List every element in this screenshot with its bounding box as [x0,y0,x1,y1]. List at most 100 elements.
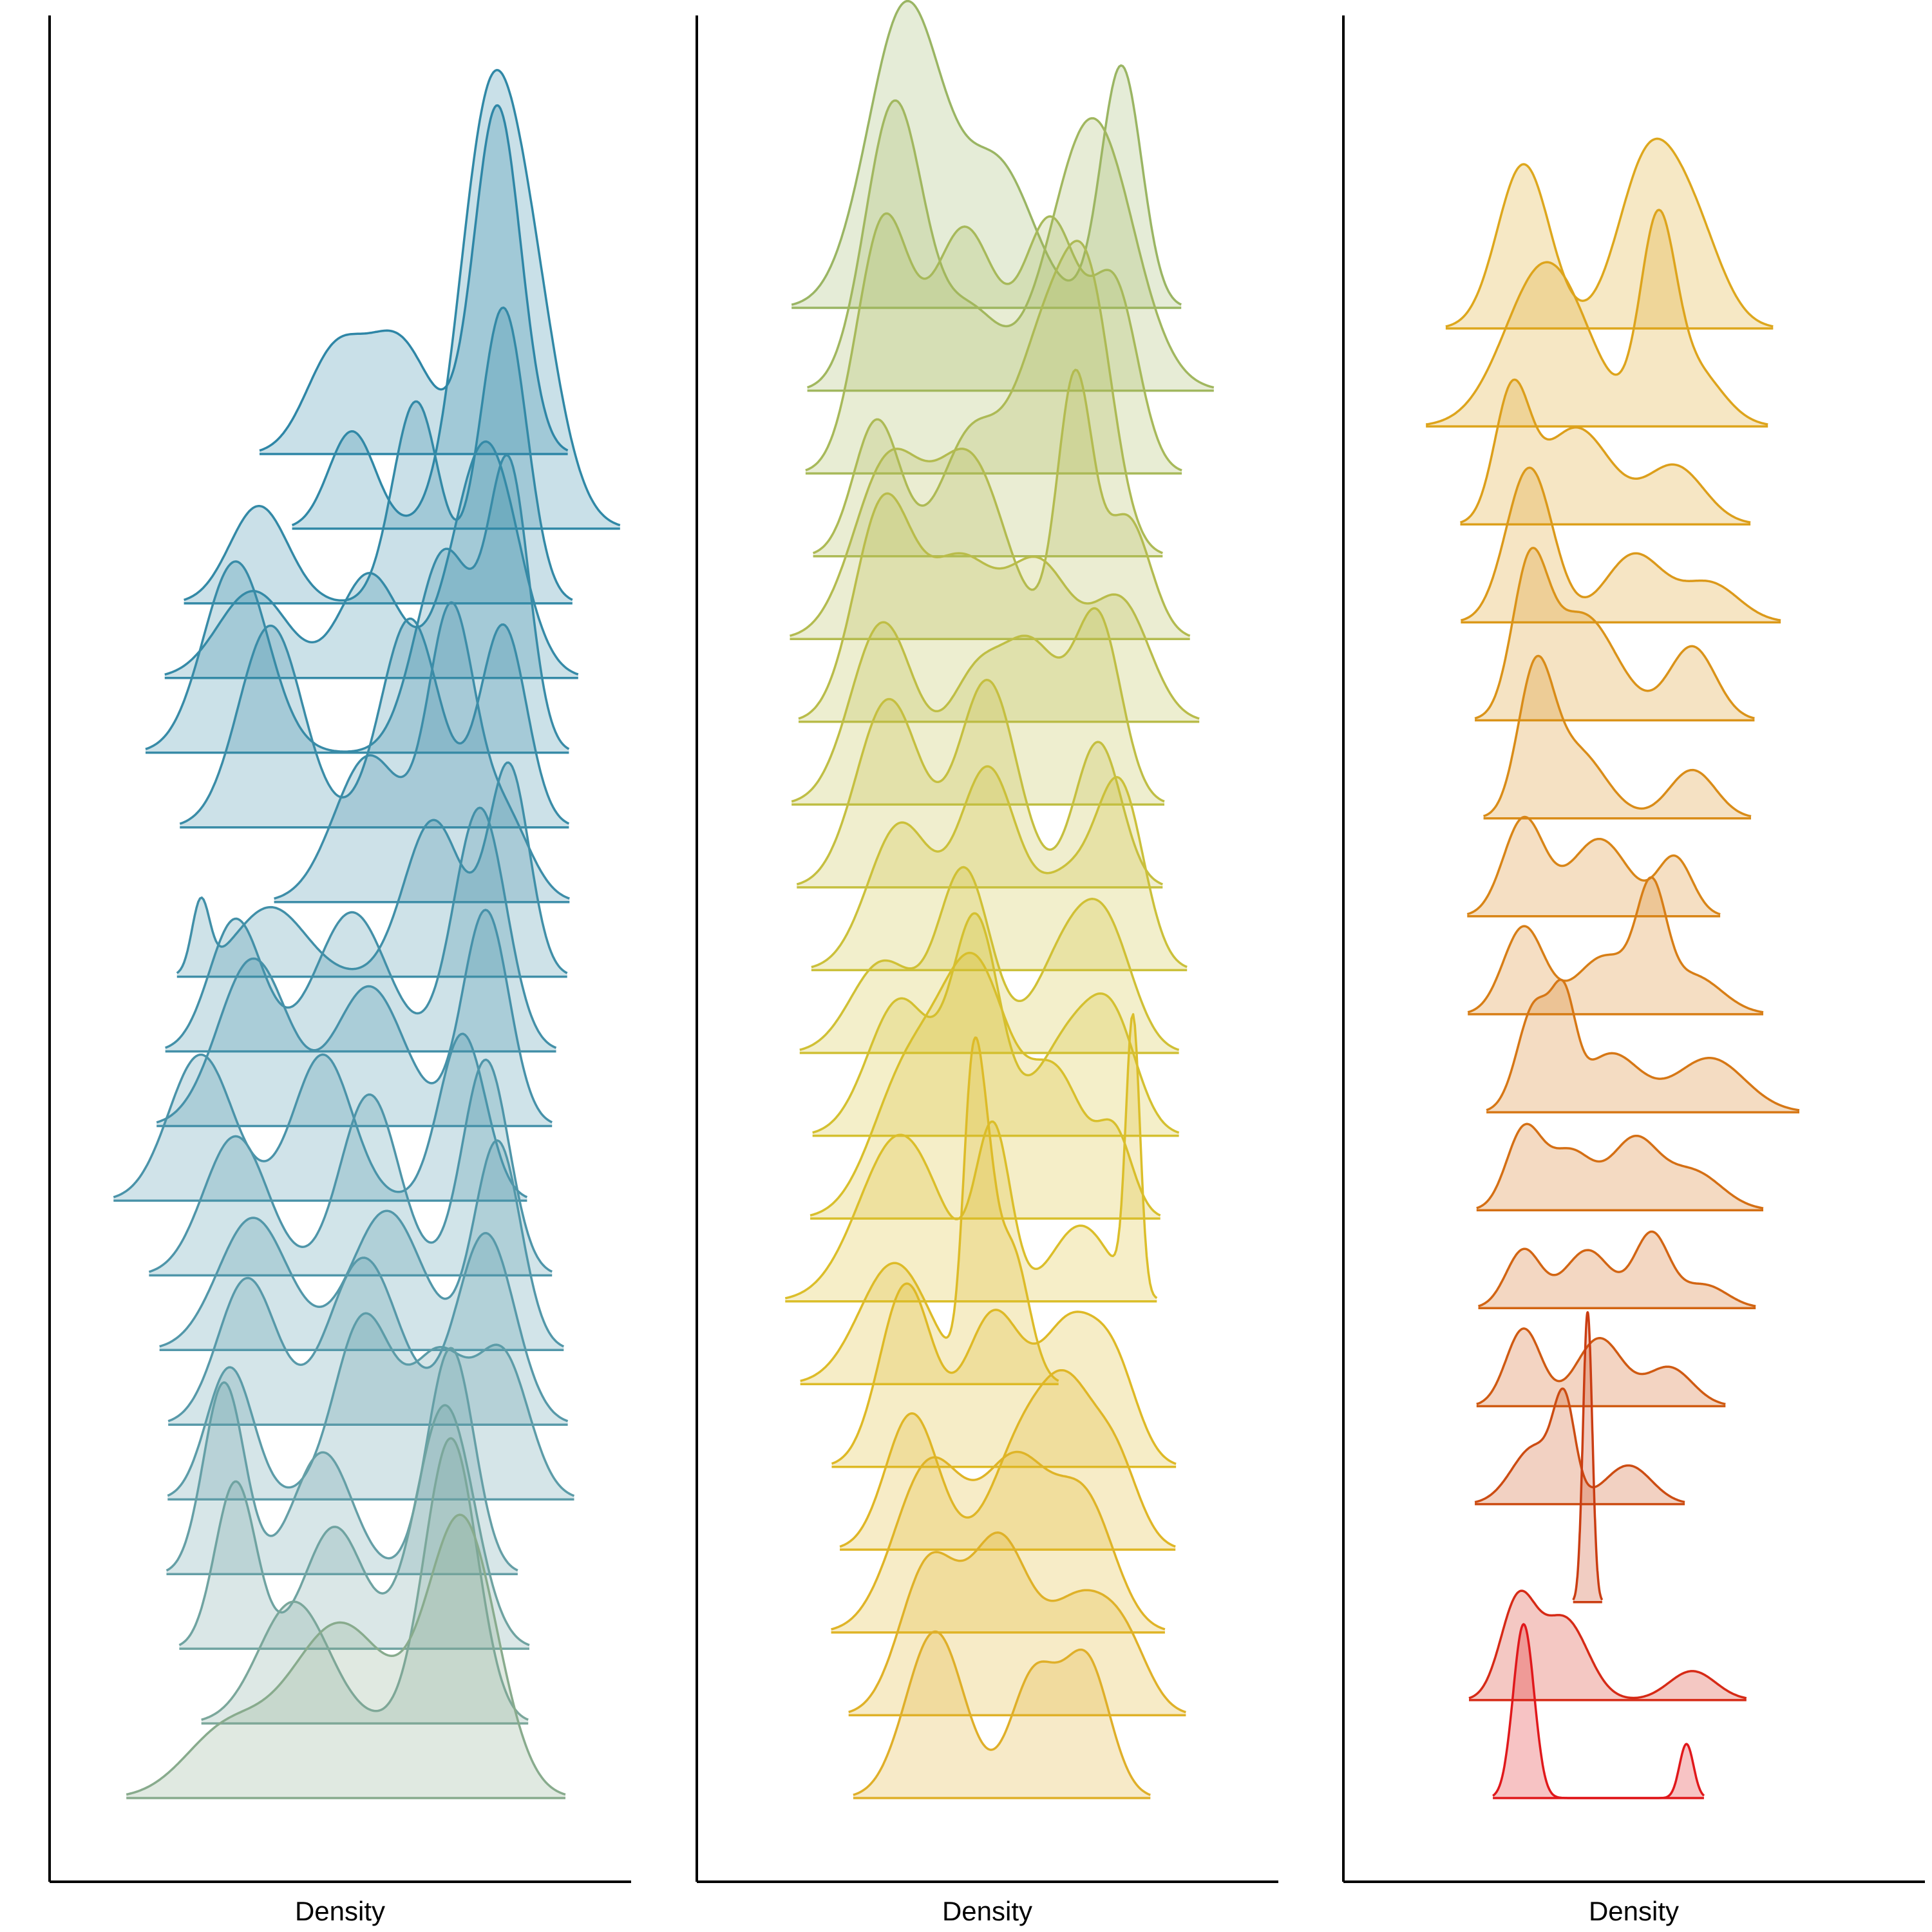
ridge-1-2-line [291,69,621,527]
ridge-1-9-line [165,806,557,1049]
ridge-2-11-area [812,913,1179,1136]
ridge-1-19-line [126,1513,566,1796]
panel-2-x-label: Density [942,1896,1032,1926]
ridge-2-2-area [807,100,1214,391]
ridge-3-4-line [1460,466,1781,622]
ridge-1-5-line [145,453,570,753]
ridge-2-5-line [790,368,1191,637]
ridge-3-7-area [1467,817,1721,916]
panel-1-x-label: Density [295,1896,385,1926]
ridge-1-7-line [274,601,570,900]
ridge-2-4-area [813,241,1163,556]
ridge-3-5-line [1474,547,1755,720]
ridge-2-6-line [798,492,1200,720]
ridge-3-8-area [1468,877,1763,1014]
ridge-3-13-line [1474,1387,1685,1504]
ridge-1-15-line [167,1312,575,1497]
ridge-1-17-area [179,1405,529,1649]
ridge-2-19-area [853,1631,1151,1798]
ridge-1-9-area [165,808,556,1052]
ridge-2-18-area [848,1532,1186,1716]
ridge-2-10-line [799,866,1180,1051]
ridge-3-6-line [1482,654,1752,818]
ridge-3-6-area [1483,656,1751,819]
panel-1: Density [48,15,631,1926]
ridge-2-1-line [791,0,1182,306]
ridge-1-18-area [201,1438,529,1724]
ridge-2-2-line [807,99,1215,389]
ridge-1-13-line [159,1139,565,1348]
panel-1-ridges [113,69,621,1799]
ridge-2-16-area [840,1370,1176,1550]
ridge-1-7-area [274,602,570,902]
ridge-2-17-area [831,1452,1165,1633]
ridge-3-16-area [1493,1624,1704,1798]
ridge-1-3-line [184,306,573,602]
ridge-2-9-line [811,765,1188,969]
ridge-3-2-area [1426,209,1768,427]
ridge-2-13-line [784,1013,1158,1300]
ridge-2-17-line [831,1450,1166,1631]
ridge-1-4-line [164,440,579,676]
ridge-2-14-area [800,1037,1059,1385]
ridge-3-15-area [1469,1591,1747,1700]
ridge-2-7-line [791,607,1165,803]
ridge-3-8-line [1467,876,1764,1014]
ridge-1-8-line [176,761,568,974]
panel-2: Density [696,0,1278,1926]
ridge-1-12-line [148,1058,553,1273]
ridge-3-13-area [1475,1388,1685,1504]
ridge-2-11-line [812,912,1180,1134]
ridge-1-14-line [167,1231,569,1423]
ridge-3-14-line [1572,1311,1604,1601]
panel-2-ridges [784,0,1215,1799]
ridge-1-1-area [260,105,568,455]
ridge-2-8-line [796,679,1163,886]
ridge-2-15-line [831,1282,1177,1465]
ridge-1-18-line [201,1437,529,1721]
ridge-3-12-line [1476,1327,1726,1406]
ridge-1-4-area [164,441,578,678]
ridge-2-5-area [790,370,1190,639]
ridge-2-16-line [839,1368,1176,1548]
ridge-2-7-area [791,608,1164,805]
ridge-3-11-line [1477,1230,1756,1308]
ridge-3-2-line [1425,209,1768,426]
ridge-3-3-area [1460,379,1751,525]
ridge-2-9-area [811,766,1188,971]
ridge-1-8-area [176,762,567,977]
ridge-1-19-area [126,1515,565,1798]
ridge-3-3-line [1459,378,1751,524]
ridge-1-1-line [259,104,569,452]
ridge-1-14-area [168,1233,568,1425]
ridge-2-6-area [799,493,1200,722]
ridge-1-15-area [167,1313,574,1500]
ridge-1-3-area [184,307,573,603]
ridge-3-1-line [1445,137,1774,328]
ridge-2-12-line [810,951,1161,1217]
ridge-2-15-area [831,1283,1177,1467]
ridge-2-4-line [813,240,1163,554]
ridge-2-14-line [800,1036,1059,1382]
ridge-3-15-line [1468,1589,1747,1700]
ridge-2-10-area [799,867,1179,1053]
panel-3-ridges [1425,137,1800,1799]
ridge-1-17-line [178,1404,530,1647]
ridge-1-11-line [113,1032,528,1198]
ridge-3-9-line [1486,978,1800,1112]
ridge-1-12-area [149,1059,553,1276]
ridge-3-7-line [1466,815,1721,916]
ridge-1-13-area [159,1140,564,1350]
ridge-3-10-area [1476,1124,1763,1211]
ridge-1-16-line [166,1347,518,1572]
ridge-3-4-area [1461,468,1781,623]
ridge-1-10-area [156,909,553,1126]
ridge-1-6-area [180,618,569,828]
ridge-2-1-area [791,1,1182,308]
ridge-2-19-line [853,1630,1151,1796]
ridge-3-11-area [1478,1231,1756,1309]
ridge-2-18-line [848,1531,1186,1714]
ridge-1-5-area [146,455,569,753]
ridge-1-6-line [179,617,570,825]
